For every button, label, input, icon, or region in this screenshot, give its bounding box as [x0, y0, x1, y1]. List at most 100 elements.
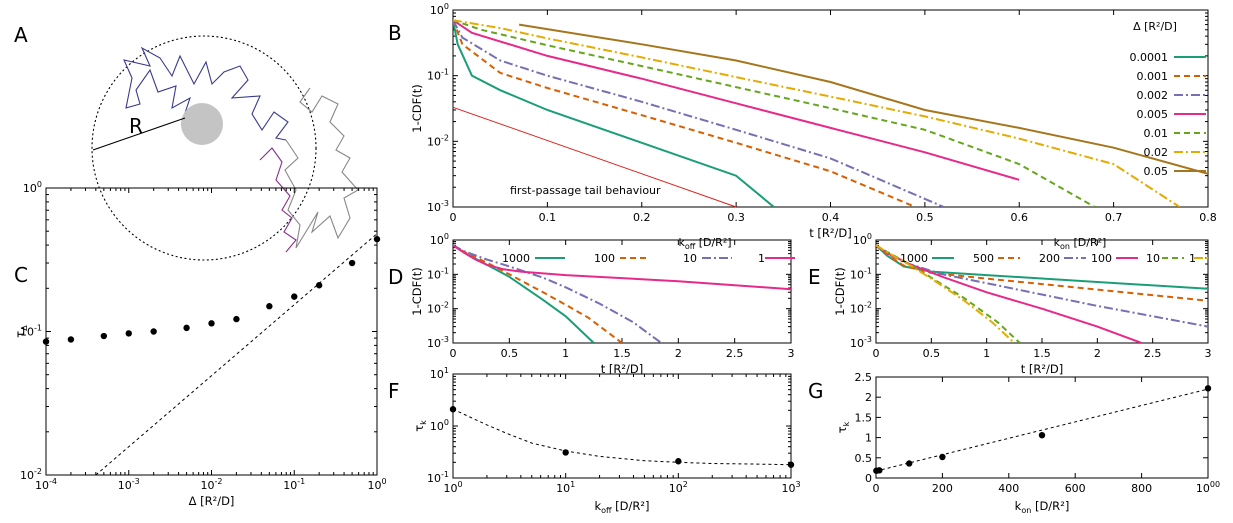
data-point	[1204, 385, 1212, 392]
legend-label: 0.005	[1137, 108, 1169, 121]
x-tick-label: 600	[1065, 482, 1086, 495]
x-axis-label: koff​ [D/R²]	[594, 499, 649, 515]
x-tick-label: 2	[675, 347, 682, 360]
x-tick-label: 1	[983, 347, 990, 360]
x-tick-label: 0.5	[916, 211, 934, 224]
data-point	[42, 338, 50, 345]
x-tick-label: 0.2	[633, 211, 651, 224]
legend-label: 0.02	[1144, 146, 1169, 159]
data-point	[291, 293, 298, 300]
legend-title-b: Δ [R²/D]	[1133, 20, 1177, 33]
legend-label: 0.001	[1137, 70, 1169, 83]
legend-label: 10	[683, 252, 697, 265]
panel-label-e: E	[808, 265, 821, 289]
panel-label-c: C	[14, 263, 28, 287]
y-tick-label: 101	[430, 366, 449, 381]
x-tick-label: 0	[450, 211, 457, 224]
plot-frame	[452, 373, 792, 479]
legend-label: 100	[594, 252, 615, 265]
data-point	[348, 259, 356, 267]
y-tick-label: 10-3	[427, 335, 449, 350]
series-line-10	[453, 244, 662, 343]
fit-line	[95, 233, 377, 475]
series-line-0.02	[453, 19, 1181, 207]
series-line-0.002	[453, 19, 945, 207]
panel-label-f: F	[388, 379, 400, 403]
chart-e: 0 0.5 1 1.5 2 2.5 3 10-3 10-2 10-1 100 t [R²/D] 1-CD…	[833, 232, 1212, 376]
chart-c: 10-4 10-3 10-2 10-1 100 10-2 10-1 100 Δ [R²/D] τΔ…	[13, 180, 387, 508]
x-tick-label: 3	[788, 347, 795, 360]
x-axis-label: kon​ [D/R²]	[1015, 499, 1070, 515]
radius-line	[92, 117, 186, 151]
y-tick-label: 10-1	[850, 266, 872, 281]
data-point	[183, 324, 190, 332]
y-tick-label: 10-2	[427, 301, 449, 316]
x-tick-label: 0	[873, 347, 880, 360]
y-tick-label: 10-3	[427, 199, 449, 214]
series-line-0.0001	[453, 20, 775, 207]
legend-label: 10	[1146, 252, 1160, 265]
y-tick-label: 100	[430, 2, 449, 17]
data-point	[266, 303, 273, 310]
y-axis-label: τk​	[835, 421, 851, 433]
data-point	[1038, 431, 1046, 439]
y-tick-label: 2	[865, 391, 872, 404]
x-tick-label: 100	[367, 477, 386, 492]
legend-label: 100	[1091, 252, 1112, 265]
x-tick-label: 1000	[1196, 480, 1220, 495]
plot-frame	[875, 376, 1209, 479]
x-tick-label: 0	[450, 347, 457, 360]
data-point	[787, 461, 795, 468]
x-tick-label: 0.6	[1011, 211, 1029, 224]
plot-frame	[452, 9, 1209, 208]
legend-label: 1000	[900, 252, 928, 265]
data-point	[562, 449, 569, 456]
data-point	[233, 315, 240, 323]
chart-g: 0 200 400 600 800 1000 0 0.5 1 1.5 2 2.5 kon​ [D/R²]…	[835, 371, 1220, 515]
legend-label: 1	[758, 252, 765, 265]
legend-label: 0.05	[1144, 165, 1169, 178]
series-line-100	[453, 244, 623, 343]
legend-title-d: koff​ [D/R²]	[678, 236, 731, 251]
panel-label-d: D	[388, 265, 403, 289]
x-tick-label: 2.5	[726, 347, 744, 360]
x-tick-label: 10-3	[118, 477, 140, 492]
fit-line	[453, 408, 791, 466]
radius-label: R	[129, 114, 143, 138]
data-point	[939, 453, 946, 461]
x-tick-label: 1.5	[1033, 347, 1051, 360]
legend-label: 1000	[502, 252, 530, 265]
data-point	[150, 328, 157, 335]
legend-label: 1	[1189, 252, 1196, 265]
trajectory-grey	[284, 87, 359, 249]
y-tick-label: 100	[23, 180, 42, 195]
y-tick-label: 1	[865, 432, 872, 445]
data-point	[906, 460, 913, 467]
y-tick-label: 2.5	[855, 371, 873, 384]
y-tick-label: 10-1	[427, 68, 449, 83]
tail-annotation: first-passage tail behaviour	[510, 184, 661, 197]
x-tick-label: 102	[669, 480, 688, 495]
x-tick-label: 0.8	[1199, 211, 1217, 224]
x-tick-label: 800	[1131, 482, 1152, 495]
series-line-1	[876, 244, 1015, 343]
domain-boundary	[91, 35, 317, 261]
data-point	[449, 406, 457, 413]
x-axis-label: t [R²/D]	[601, 362, 644, 376]
tail-line	[452, 106, 737, 208]
legend-label: 0.0001	[1130, 51, 1169, 64]
data-point	[315, 282, 323, 289]
y-tick-label: 10-2	[427, 133, 449, 148]
data-point	[876, 467, 883, 474]
trajectory-blue	[123, 46, 289, 141]
series-line-0.001	[453, 19, 916, 207]
legend-label: 200	[1039, 252, 1060, 265]
data-point	[373, 235, 381, 243]
legend-label: 0.002	[1137, 89, 1169, 102]
data-point	[675, 458, 682, 465]
x-tick-label: 100	[443, 480, 462, 495]
x-axis-label: t [R²/D]	[809, 226, 852, 240]
diagram-a: R	[91, 35, 359, 261]
y-tick-label: 10-2	[20, 467, 42, 482]
